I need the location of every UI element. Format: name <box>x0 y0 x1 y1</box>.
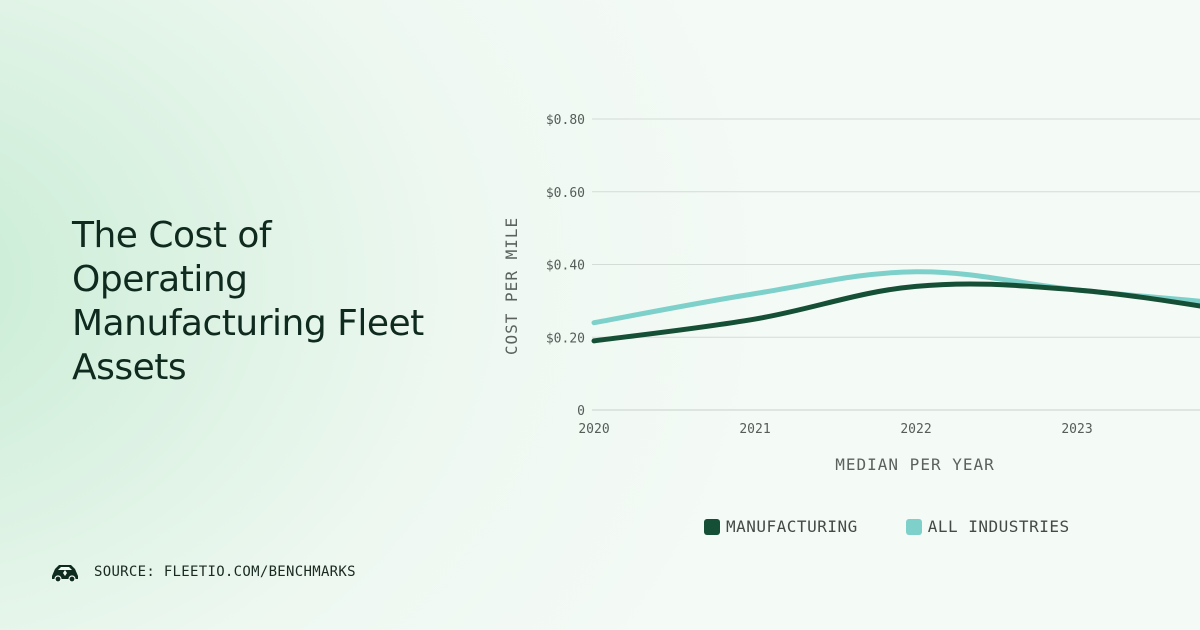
legend-label-all-industries: ALL INDUSTRIES <box>927 517 1070 536</box>
series-line-manufacturing <box>591 281 1200 344</box>
y-tick-label: $0.80 <box>546 113 585 128</box>
y-axis-label: COST PER MILE <box>502 217 521 355</box>
y-tick-label: $0.20 <box>546 331 585 346</box>
chart-gridlines <box>592 118 1200 411</box>
x-tick-label: 2020 <box>578 422 609 437</box>
legend-swatch-all-industries <box>905 518 922 535</box>
chart-series-lines <box>591 269 1200 344</box>
page-title: The Cost of Operating Manufacturing Flee… <box>72 215 424 388</box>
chart-legend: MANUFACTURING ALL INDUSTRIES <box>704 517 1118 536</box>
source-credit: SOURCE: FLEETIO.COM/BENCHMARKS <box>50 560 356 584</box>
y-tick-label: $0.60 <box>546 186 585 201</box>
legend-label-manufacturing: MANUFACTURING <box>726 517 858 536</box>
x-axis-tick-labels: 2020 2021 2022 2023 <box>578 422 1092 437</box>
legend-item-all-industries: ALL INDUSTRIES <box>905 517 1070 536</box>
x-axis-label: MEDIAN PER YEAR <box>835 455 995 474</box>
source-text: SOURCE: FLEETIO.COM/BENCHMARKS <box>94 564 356 580</box>
legend-swatch-manufacturing <box>704 518 720 535</box>
y-tick-label: 0 <box>577 404 585 419</box>
fleetio-car-icon <box>52 565 78 583</box>
series-line-all-industries <box>591 269 1200 326</box>
legend-item-manufacturing: MANUFACTURING <box>704 517 858 536</box>
x-tick-label: 2023 <box>1061 422 1092 437</box>
y-axis-tick-labels: 0 $0.20 $0.40 $0.60 $0.80 <box>546 113 585 419</box>
x-tick-label: 2022 <box>900 422 931 437</box>
x-tick-label: 2021 <box>739 422 770 437</box>
y-tick-label: $0.40 <box>546 259 585 274</box>
